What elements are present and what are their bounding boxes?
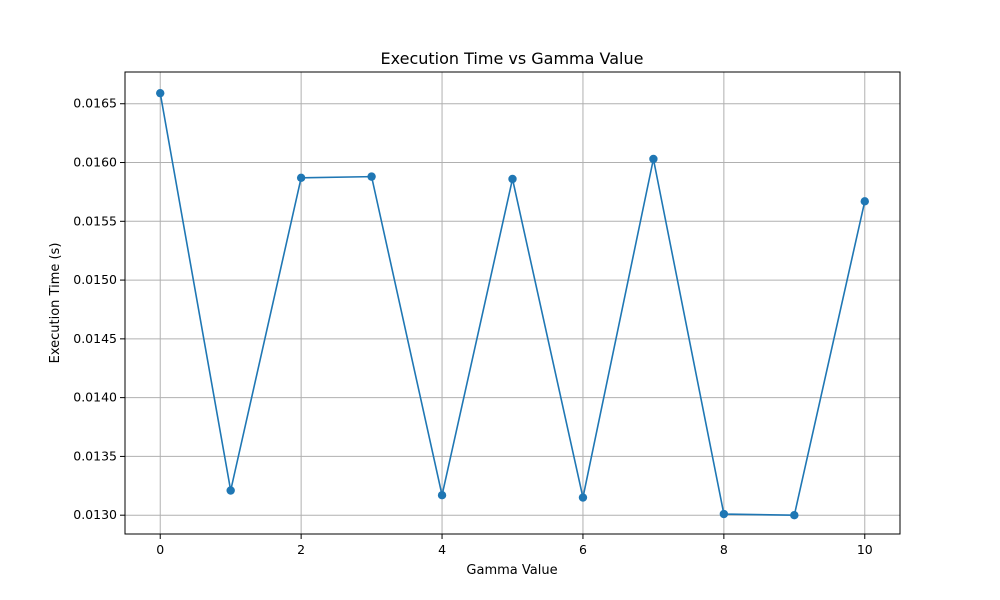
grid-layer	[125, 72, 900, 534]
series-layer	[156, 88, 869, 520]
y-tick-label: 0.0150	[73, 272, 117, 287]
x-axis-label: Gamma Value	[466, 563, 557, 578]
y-tick-label: 0.0135	[73, 448, 117, 463]
x-tick-label: 8	[720, 542, 728, 557]
x-tick-label: 6	[579, 542, 587, 557]
y-axis-label: Execution Time (s)	[48, 243, 63, 364]
data-point-marker	[578, 493, 588, 502]
series-line	[159, 93, 866, 516]
chart-title: Execution Time vs Gamma Value	[381, 49, 644, 68]
y-tick-label: 0.0165	[73, 96, 117, 111]
y-tick-label: 0.0145	[73, 331, 117, 346]
y-tick-label: 0.0155	[73, 213, 117, 228]
data-point-marker	[367, 172, 376, 181]
data-point-marker	[719, 509, 729, 519]
data-point-marker	[860, 197, 869, 206]
data-point-marker	[508, 174, 517, 184]
x-tick-label: 2	[297, 542, 305, 557]
data-point-marker	[226, 486, 235, 495]
plot-frame	[124, 71, 901, 535]
y-tick-label: 0.0130	[73, 507, 117, 522]
data-point-marker	[649, 154, 658, 164]
x-tick-label: 10	[857, 542, 873, 557]
y-tick-label: 0.0140	[73, 390, 117, 405]
x-tick-label: 0	[156, 542, 164, 557]
x-tick-label: 4	[438, 542, 446, 557]
ticks-layer: 0 2 4 6 8 10 0.0130 0.0135 0.0140 0.0145 0.0150 0.0…	[73, 96, 873, 557]
data-point-marker	[790, 510, 799, 520]
data-point-marker	[437, 491, 447, 500]
data-point-marker	[296, 173, 306, 183]
data-point-marker	[156, 88, 165, 98]
y-tick-label: 0.0160	[73, 155, 117, 170]
